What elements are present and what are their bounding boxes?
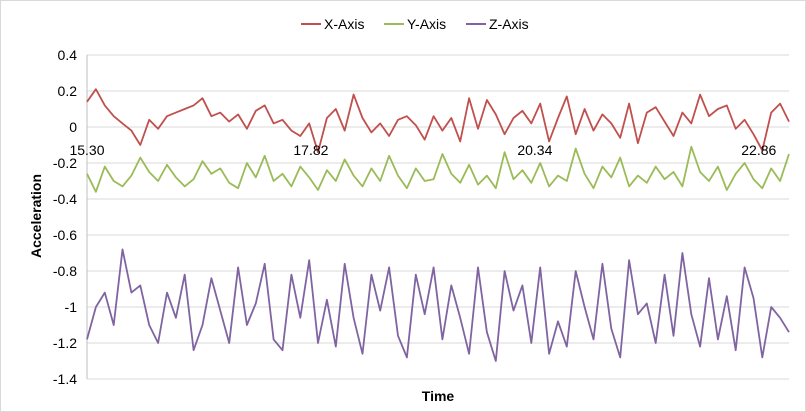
x-tick-label: 22.86 [741,142,776,158]
legend-label: Y-Axis [407,16,446,32]
series-layer [86,88,790,362]
y-tick-label: -0.2 [53,155,77,171]
x-tick-label: 15.30 [69,142,104,158]
y-tick-label: -0.6 [53,227,77,243]
legend-label: X-Axis [324,16,364,32]
x-axis-ticks: 15.30 17.82 20.34 22.86 [69,142,776,158]
y-axis-ticks: 0.4 0.2 0 -0.2 -0.4 -0.6 -0.8 -1 -1.2 -1.4 [53,47,77,387]
series-line-z-axis [86,248,790,362]
gridlines [86,54,789,380]
y-tick-label: -1.2 [53,335,77,351]
y-tick-label: 0.4 [58,47,78,63]
y-axis-title: Acceleration [28,174,44,258]
x-axis-title: Time [422,388,455,404]
legend-label: Z-Axis [489,16,529,32]
y-tick-label: -1 [65,299,78,315]
x-tick-label: 20.34 [517,142,552,158]
legend: X-Axis Y-Axis Z-Axis [301,16,529,32]
y-tick-label: 0.2 [58,83,78,99]
y-tick-label: -0.8 [53,263,77,279]
series-line-y-axis [86,145,790,193]
x-tick-label: 17.82 [293,142,328,158]
y-tick-label: -1.4 [53,371,77,387]
y-tick-label: 0 [69,119,77,135]
series-line-x-axis [86,88,790,154]
y-tick-label: -0.4 [53,191,77,207]
